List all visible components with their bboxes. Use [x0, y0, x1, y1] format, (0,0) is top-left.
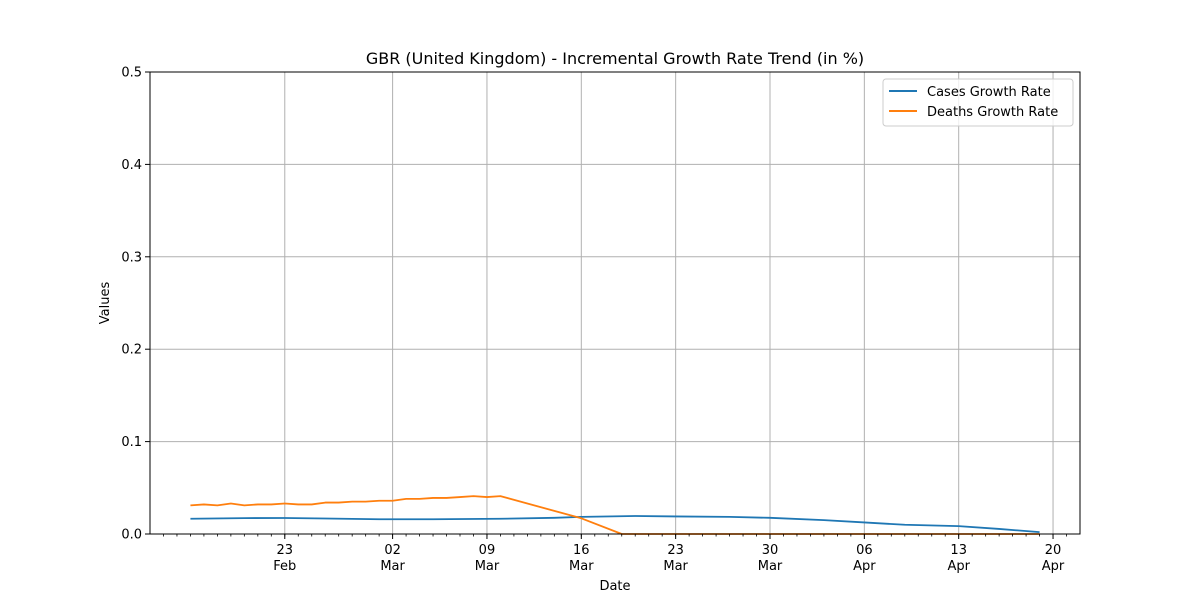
- series-layer: [190, 495, 1040, 535]
- x-tick-label-month: Apr: [1042, 559, 1065, 574]
- x-tick-label-month: Mar: [758, 559, 783, 574]
- x-tick-label-month: Apr: [853, 559, 876, 574]
- x-tick-label-day: 13: [950, 543, 967, 558]
- x-tick-label-month: Apr: [947, 559, 970, 574]
- x-tick-label-day: 02: [384, 543, 401, 558]
- x-tick-label-day: 09: [479, 543, 496, 558]
- plot-frame: [149, 71, 1081, 535]
- y-tick-label: 0.2: [121, 343, 142, 358]
- y-tick-label: 0.1: [121, 435, 142, 450]
- y-tick-label: 0.0: [121, 528, 142, 543]
- x-tick-label-month: Mar: [569, 559, 594, 574]
- x-tick-label-month: Feb: [273, 559, 296, 574]
- ticks: 0.00.10.20.30.40.523Feb02Mar09Mar16Mar23…: [121, 66, 1067, 574]
- legend-label-deaths: Deaths Growth Rate: [927, 105, 1058, 120]
- grid: [150, 71, 1080, 535]
- x-tick-label-day: 16: [573, 543, 590, 558]
- x-tick-label-day: 23: [667, 543, 684, 558]
- series-line-cases-growth-rate: [190, 515, 1040, 534]
- series-line-deaths-growth-rate: [190, 495, 1040, 535]
- x-axis-label: Date: [599, 579, 630, 594]
- x-tick-label-month: Mar: [380, 559, 405, 574]
- y-axis-label: Values: [98, 282, 113, 325]
- x-tick-label-month: Mar: [475, 559, 500, 574]
- x-tick-label-day: 06: [856, 543, 873, 558]
- x-tick-label-month: Mar: [663, 559, 688, 574]
- legend: Cases Growth Rate Deaths Growth Rate: [882, 78, 1074, 127]
- legend-label-cases: Cases Growth Rate: [927, 85, 1051, 100]
- x-tick-label-day: 30: [762, 543, 779, 558]
- y-tick-label: 0.3: [121, 250, 142, 265]
- y-tick-label: 0.4: [121, 158, 142, 173]
- chart-title: GBR (United Kingdom) - Incremental Growt…: [366, 49, 864, 68]
- legend-box: [882, 78, 1074, 127]
- plot-area: [150, 72, 1080, 534]
- x-tick-label-day: 23: [277, 543, 294, 558]
- x-tick-label-day: 20: [1045, 543, 1062, 558]
- y-tick-label: 0.5: [121, 66, 142, 81]
